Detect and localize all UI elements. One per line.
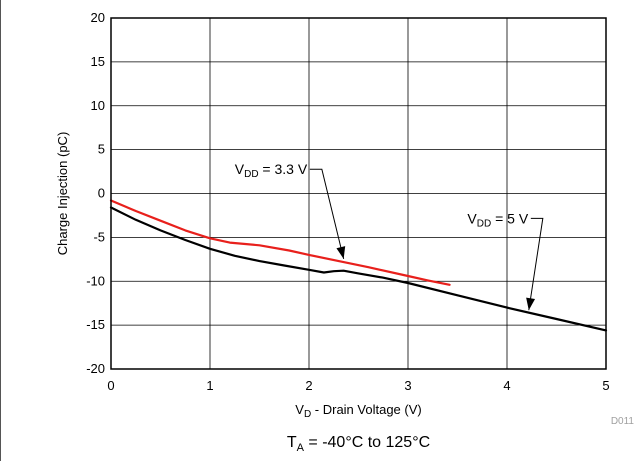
anno-sub: DD: [244, 169, 258, 180]
label-3v3: VDD = 3.3 V: [235, 161, 308, 180]
x-axis-title-main: V: [295, 402, 304, 417]
condition-sub: A: [297, 442, 305, 454]
leader-line-1: [528, 217, 544, 311]
y-tick-label: 10: [91, 98, 105, 113]
y-tick-labels: 20 15 10 5 0 -5 -10 -15 -20: [86, 10, 105, 376]
anno-main: V: [467, 210, 477, 226]
series-group: [109, 199, 608, 332]
temperature-condition: TA = -40°C to 125°C: [287, 434, 430, 454]
x-tick-label: 0: [107, 378, 114, 393]
y-tick-label: 0: [98, 186, 105, 201]
x-tick-label: 1: [206, 378, 213, 393]
y-tick-label: -20: [86, 361, 105, 376]
anno-main: V: [235, 161, 245, 177]
y-tick-label: -10: [86, 273, 105, 288]
x-tick-label: 2: [305, 378, 312, 393]
x-tick-labels: 0 1 2 3 4 5: [107, 378, 609, 393]
label-5v: VDD = 5 V: [467, 210, 528, 229]
x-tick-label: 4: [503, 378, 510, 393]
y-axis-title: Charge Injection (pC): [55, 132, 70, 256]
x-tick-label: 3: [404, 378, 411, 393]
anno-rest: = 3.3 V: [259, 161, 308, 177]
x-axis-title-rest: - Drain Voltage (V): [311, 402, 422, 417]
y-tick-label: -15: [86, 317, 105, 332]
y-tick-label: 20: [91, 10, 105, 25]
condition-main: T: [287, 434, 297, 451]
arrowhead-0: [336, 246, 346, 259]
x-axis-title: VD - Drain Voltage (V): [295, 402, 421, 420]
x-axis-title-sub: D: [304, 409, 311, 420]
y-tick-label: 15: [91, 54, 105, 69]
figure-id: D011: [611, 416, 635, 427]
anno-sub: DD: [477, 218, 491, 229]
y-tick-label: -5: [93, 229, 105, 244]
x-tick-label: 5: [602, 378, 609, 393]
leader-line-0: [309, 168, 345, 259]
grid: [110, 17, 607, 370]
page-left-border: [0, 0, 1, 461]
y-tick-label: 5: [98, 142, 105, 157]
plot-frame: [110, 17, 607, 370]
arrowhead-1: [526, 297, 536, 311]
series-line-0: [109, 199, 451, 286]
series-line-1: [109, 206, 608, 332]
anno-rest: = 5 V: [491, 210, 529, 226]
condition-rest: = -40°C to 125°C: [304, 434, 430, 451]
